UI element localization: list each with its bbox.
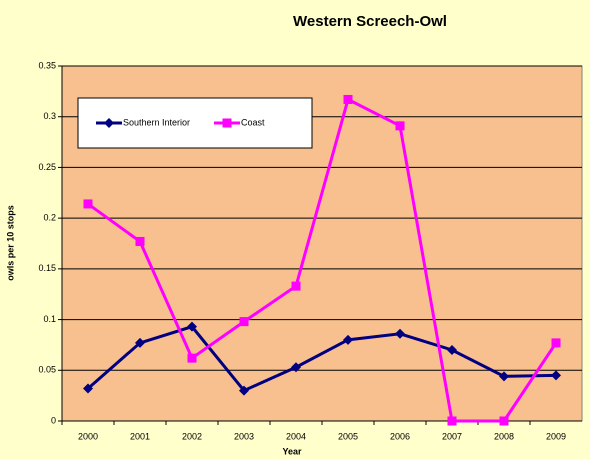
chart-title: Western Screech-Owl	[293, 13, 447, 30]
y-axis-label: owls per 10 stops	[5, 205, 15, 281]
data-point	[135, 236, 145, 246]
data-point	[551, 370, 561, 381]
data-point	[395, 328, 405, 339]
data-point	[187, 353, 197, 363]
data-point	[83, 383, 93, 394]
x-tick-label: 2004	[286, 431, 306, 441]
data-point	[291, 281, 301, 291]
y-tick-label: 0.1	[43, 314, 56, 324]
data-point	[551, 338, 561, 348]
x-tick-label: 2005	[338, 431, 358, 441]
data-point	[291, 362, 301, 373]
x-axis-label: Year	[282, 446, 302, 456]
x-tick-label: 2008	[494, 431, 514, 441]
data-point	[239, 385, 249, 396]
x-tick-label: 2007	[442, 431, 462, 441]
data-point	[447, 416, 457, 426]
y-tick-label: 0.3	[43, 111, 56, 121]
legend-label: Coast	[241, 117, 265, 127]
data-point	[135, 337, 145, 348]
data-point	[499, 371, 509, 382]
data-point	[83, 199, 93, 209]
data-point	[395, 121, 405, 131]
x-tick-label: 2009	[546, 431, 566, 441]
x-tick-label: 2003	[234, 431, 254, 441]
y-tick-label: 0.15	[38, 263, 56, 273]
y-tick-label: 0.35	[38, 60, 56, 70]
x-tick-label: 2002	[182, 431, 202, 441]
x-tick-label: 2006	[390, 431, 410, 441]
data-point	[187, 321, 197, 332]
legend-label: Southern Interior	[123, 117, 190, 127]
legend-marker	[222, 118, 232, 128]
y-tick-label: 0.05	[38, 365, 56, 375]
y-tick-label: 0.2	[43, 213, 56, 223]
data-point	[343, 94, 353, 104]
data-point	[499, 416, 509, 426]
x-tick-label: 2001	[130, 431, 150, 441]
data-point	[239, 317, 249, 327]
x-tick-label: 2000	[78, 431, 98, 441]
data-point	[447, 345, 457, 355]
series-line	[87, 324, 557, 393]
series-line	[87, 97, 558, 423]
legend-marker	[104, 118, 114, 128]
y-tick-label: 0.25	[38, 162, 56, 172]
y-tick-label: 0	[51, 415, 56, 425]
data-point	[343, 334, 353, 345]
